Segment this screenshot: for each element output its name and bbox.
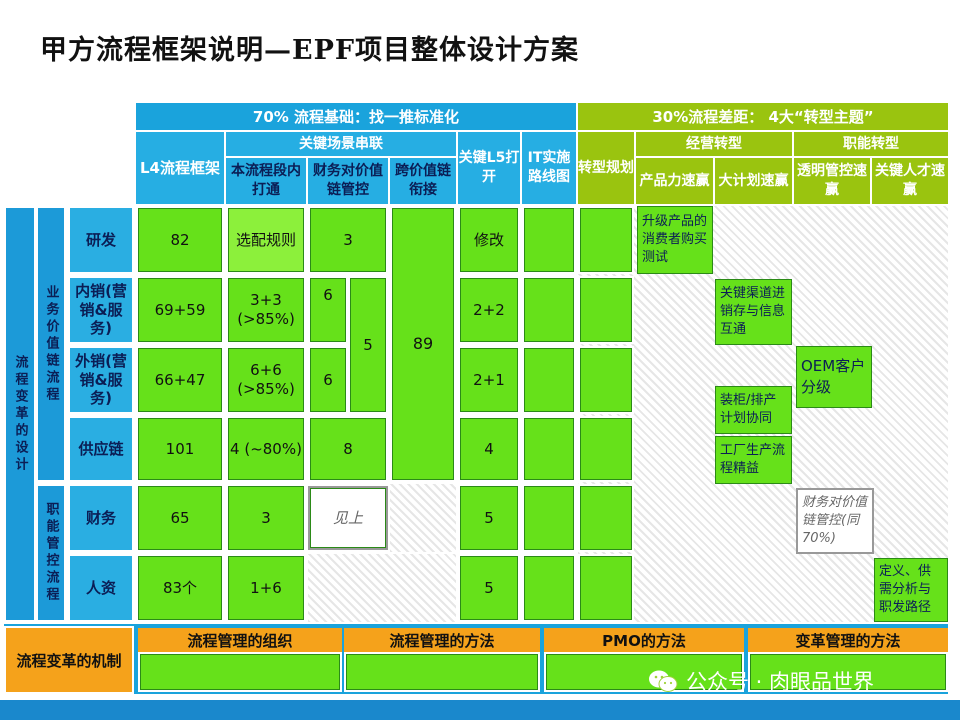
empty-hatch-hr (308, 554, 456, 622)
l5-cell-export: 2+1 (458, 346, 520, 414)
scene-a-cell-finance: 3 (226, 484, 306, 552)
scene-c-merged-cell: 89 (390, 206, 456, 482)
row-label-domestic: 内销(营销&服务) (68, 276, 134, 344)
footer-change-body (748, 652, 948, 692)
scene-b-merged-cell: 5 (348, 276, 388, 414)
header-transparent: 透明管控速赢 (794, 158, 870, 204)
header-biz: 经营转型 (636, 132, 792, 156)
scene-b-cell-rd: 3 (308, 206, 388, 274)
row-label-export: 外销(营销&服务) (68, 346, 134, 414)
l4-cell-supply: 101 (136, 416, 224, 482)
scene-a-cell-rd: 选配规则 (226, 206, 306, 274)
row-label-finance: 财务 (68, 484, 134, 552)
header-func: 职能转型 (794, 132, 948, 156)
l5-cell-hr: 5 (458, 554, 520, 622)
note-factory-lean: 工厂生产流程精益 (715, 436, 792, 484)
header-scene-b: 财务对价值链管控 (308, 158, 388, 204)
l4-cell-export: 66+47 (136, 346, 224, 414)
l5-cell-supply: 4 (458, 416, 520, 482)
transform-cell-supply (578, 416, 634, 482)
scene-a-cell-supply: 4 (~80%) (226, 416, 306, 482)
watermark-text: 公众号 · 肉眼品世界 (686, 670, 875, 694)
header-product: 产品力速赢 (636, 158, 713, 204)
it-cell-supply (522, 416, 576, 482)
scene-b-cell-domestic: 6 (308, 276, 348, 344)
bottom-bar (0, 700, 960, 720)
l5-cell-finance: 5 (458, 484, 520, 552)
header-scene-c: 跨价值链衔接 (390, 158, 456, 204)
side-func-label: 职能管控流程 (36, 484, 66, 622)
scene-b-cell-finance: 见上 (308, 486, 388, 550)
page-title: 甲方流程框架说明—EPF项目整体设计方案 (40, 35, 580, 66)
header-plan: 大计划速赢 (715, 158, 792, 204)
footer-pmo-body (544, 652, 744, 692)
watermark: 公众号 · 肉眼品世界 (648, 666, 874, 696)
transform-cell-export (578, 346, 634, 414)
transform-cell-finance (578, 484, 634, 552)
transform-cell-rd (578, 206, 634, 274)
scene-a-cell-export: 6+6 (>85%) (226, 346, 306, 414)
l4-cell-domestic: 69+59 (136, 276, 224, 344)
l4-cell-finance: 65 (136, 484, 224, 552)
baseline-banner: 70% 流程基础：找一推标准化 (136, 103, 576, 130)
transform-cell-domestic (578, 276, 634, 344)
it-cell-export (522, 346, 576, 414)
note-product-test: 升级产品的消费者购买测试 (637, 206, 713, 274)
footer-org-body (138, 652, 342, 692)
footer-method-header: 流程管理的方法 (344, 628, 540, 652)
note-finance-control: 财务对价值链管控(同70%) (796, 488, 874, 554)
scene-a-cell-hr: 1+6 (226, 554, 306, 622)
header-transform: 转型规划 (578, 132, 634, 204)
header-it: IT实施路线图 (522, 132, 576, 204)
empty-hatch-finance (390, 484, 456, 552)
side-biz-label: 业务价值链流程 (36, 206, 66, 482)
header-key-scene: 关键场景串联 (226, 132, 456, 156)
footer-change-header: 变革管理的方法 (748, 628, 948, 652)
header-people: 关键人才速赢 (872, 158, 948, 204)
note-loading-schedule: 装柜/排产计划协同 (715, 386, 792, 434)
l5-cell-domestic: 2+2 (458, 276, 520, 344)
it-cell-domestic (522, 276, 576, 344)
footer-org-header: 流程管理的组织 (138, 628, 342, 652)
scene-a-cell-domestic: 3+3 (>85%) (226, 276, 306, 344)
scene-b-cell-export: 6 (308, 346, 348, 414)
side-outer-label: 流程变革的设计 (4, 206, 36, 622)
l5-cell-rd: 修改 (458, 206, 520, 274)
row-label-rd: 研发 (68, 206, 134, 274)
wechat-icon (649, 670, 678, 692)
header-key-l5: 关键L5打开 (458, 132, 520, 204)
scene-b-cell-supply: 8 (308, 416, 388, 482)
note-channel-inventory: 关键渠道进销存与信息互通 (715, 279, 792, 345)
gap-banner: 30%流程差距： 4大“转型主题” (578, 103, 948, 130)
footer-method-body (344, 652, 540, 692)
l4-cell-hr: 83个 (136, 554, 224, 622)
transform-cell-hr (578, 554, 634, 622)
footer-mechanism-label: 流程变革的机制 (4, 626, 134, 694)
it-cell-finance (522, 484, 576, 552)
l4-cell-rd: 82 (136, 206, 224, 274)
row-label-hr: 人资 (68, 554, 134, 622)
header-scene-a: 本流程段内打通 (226, 158, 306, 204)
it-cell-rd (522, 206, 576, 274)
note-talent-path: 定义、供需分析与职发路径 (874, 558, 948, 622)
note-oem-grading: OEM客户分级 (796, 346, 872, 408)
header-l4: L4流程框架 (136, 132, 224, 204)
row-label-supply: 供应链 (68, 416, 134, 482)
footer-pmo-header: PMO的方法 (544, 628, 744, 652)
it-cell-hr (522, 554, 576, 622)
